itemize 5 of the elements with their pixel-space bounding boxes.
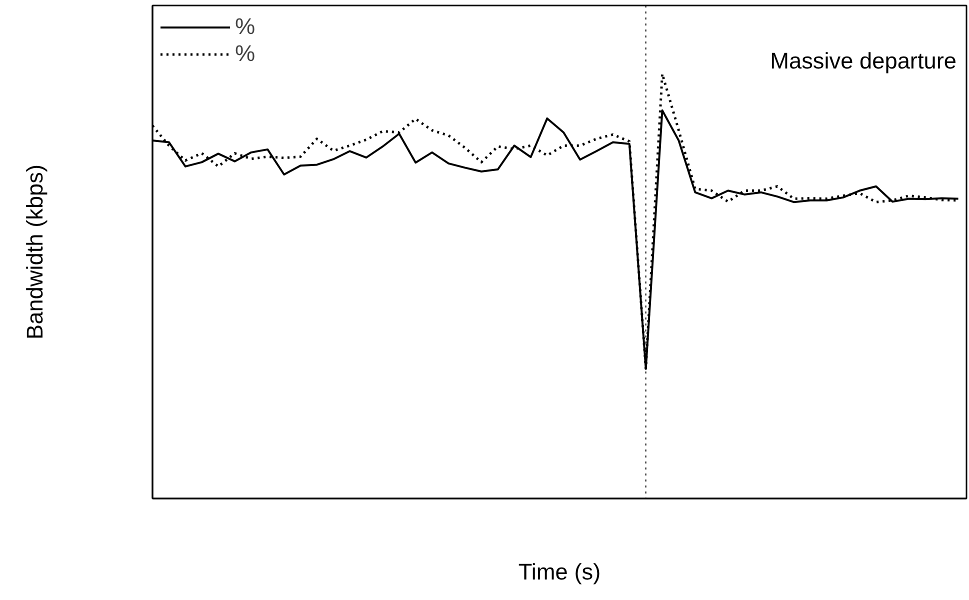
legend-label: % bbox=[235, 40, 256, 67]
y-axis-title: Bandwidth (kbps) bbox=[22, 164, 48, 340]
text: Massive departure bbox=[770, 48, 957, 74]
x-axis-title: Time (s) bbox=[518, 558, 601, 584]
legend-label: % bbox=[235, 13, 256, 40]
